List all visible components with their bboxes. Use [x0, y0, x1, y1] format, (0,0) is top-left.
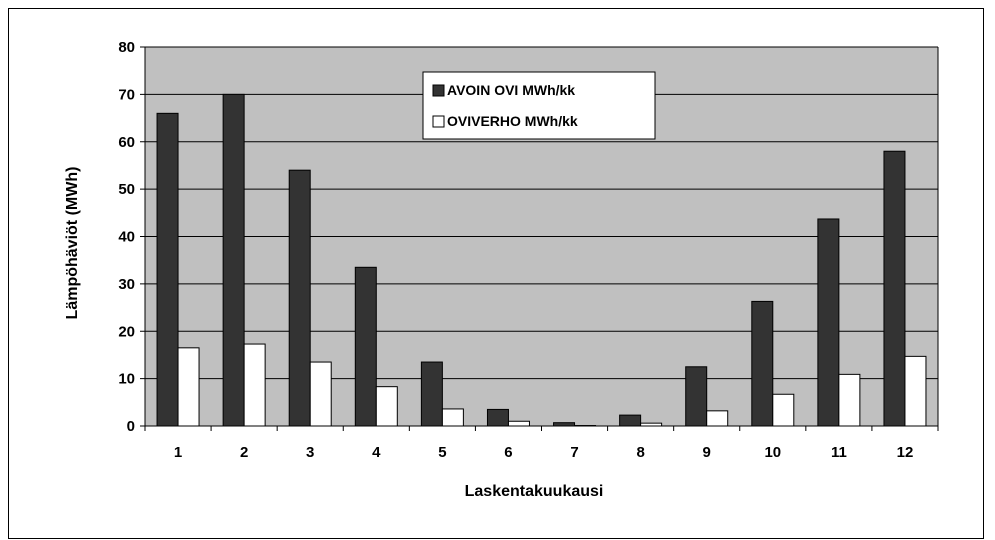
bar-oviverho-10	[772, 393, 795, 427]
y-tick-label: 40	[118, 229, 135, 246]
x-tick-label: 4	[372, 444, 381, 461]
legend-box	[422, 71, 656, 140]
x-axis-title: Laskentakuukausi	[465, 483, 604, 500]
bar-oviverho-9	[706, 410, 729, 427]
bar-avoin-ovi-2	[222, 93, 245, 427]
y-tick-label: 50	[118, 181, 135, 198]
bars	[156, 93, 927, 427]
x-tick-label: 9	[703, 444, 711, 461]
bar-oviverho-4	[375, 386, 398, 427]
bar-avoin-ovi-6	[486, 408, 509, 427]
bar-avoin-ovi-3	[288, 169, 311, 427]
bar-avoin-ovi-1	[156, 112, 179, 427]
bar-avoin-ovi-11	[817, 218, 840, 427]
y-tick-label: 60	[118, 134, 135, 151]
legend-swatch-avoin-ovi	[432, 84, 445, 97]
x-tick-label: 10	[764, 444, 781, 461]
bar-avoin-ovi-5	[420, 361, 443, 427]
x-tick-label: 2	[240, 444, 248, 461]
y-tick-label: 0	[127, 418, 135, 435]
legend-label-avoin-ovi: AVOIN OVI MWh/kk	[447, 82, 575, 98]
x-tick-label: 12	[897, 444, 914, 461]
x-tick-label: 1	[174, 444, 182, 461]
bar-oviverho-11	[838, 373, 861, 427]
axes	[144, 47, 939, 427]
y-tick-label: 30	[118, 276, 135, 293]
bar-oviverho-3	[309, 361, 332, 427]
y-tick-label: 70	[118, 86, 135, 103]
y-tick-label: 10	[118, 371, 135, 388]
bar-oviverho-6	[507, 420, 530, 427]
bar-oviverho-12	[904, 355, 927, 427]
legend: AVOIN OVI MWh/kk OVIVERHO MWh/kk	[422, 71, 656, 140]
y-tick-label: 80	[118, 39, 135, 56]
bar-avoin-ovi-12	[883, 150, 906, 427]
bar-avoin-ovi-10	[751, 300, 774, 427]
bar-oviverho-2	[243, 343, 266, 427]
legend-label-oviverho: OVIVERHO MWh/kk	[447, 113, 578, 129]
y-tick-label: 20	[118, 323, 135, 340]
x-tick-label: 3	[306, 444, 314, 461]
bar-oviverho-1	[177, 347, 200, 427]
bar-avoin-ovi-4	[354, 266, 377, 427]
x-tick-label: 11	[831, 444, 847, 461]
x-tick-label: 6	[504, 444, 512, 461]
bar-avoin-ovi-8	[619, 414, 642, 427]
legend-swatch-oviverho	[432, 115, 445, 128]
x-tick-labels: 1 2 3 4 5 6 7 8 9 10 11 12	[174, 444, 913, 461]
y-axis-title: Lämpöhäviöt (MWh)	[64, 167, 81, 320]
x-tick-label: 8	[636, 444, 644, 461]
bar-oviverho-5	[441, 408, 464, 427]
bar-avoin-ovi-9	[685, 366, 708, 427]
x-tick-label: 5	[438, 444, 446, 461]
y-tick-labels: 0 10 20 30 40 50 60 70 80	[118, 39, 135, 435]
x-tick-label: 7	[570, 444, 578, 461]
gridlines	[140, 46, 939, 431]
